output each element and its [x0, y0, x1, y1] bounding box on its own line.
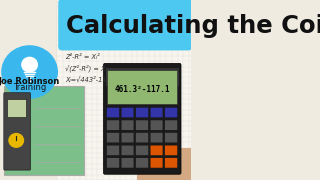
FancyBboxPatch shape [58, 0, 192, 50]
FancyBboxPatch shape [107, 133, 119, 143]
FancyBboxPatch shape [107, 120, 119, 130]
FancyBboxPatch shape [165, 107, 177, 118]
FancyBboxPatch shape [150, 133, 163, 143]
FancyBboxPatch shape [150, 120, 163, 130]
FancyBboxPatch shape [107, 107, 119, 118]
Text: Calculating the Coil 1: Calculating the Coil 1 [66, 14, 320, 38]
FancyBboxPatch shape [121, 120, 134, 130]
FancyBboxPatch shape [121, 133, 134, 143]
FancyBboxPatch shape [103, 63, 181, 174]
FancyBboxPatch shape [57, 0, 191, 180]
Circle shape [2, 46, 57, 98]
FancyBboxPatch shape [136, 120, 148, 130]
FancyBboxPatch shape [136, 107, 148, 118]
FancyBboxPatch shape [150, 107, 163, 118]
FancyBboxPatch shape [136, 158, 148, 168]
Text: Z²-R² = Xₗ²
√(Z²-R²) = Xₗ
Xₗ=√443²-117²: Z²-R² = Xₗ² √(Z²-R²) = Xₗ Xₗ=√443²-117² [65, 54, 113, 83]
Text: 461.3²-117.1: 461.3²-117.1 [115, 85, 170, 94]
FancyBboxPatch shape [136, 133, 148, 143]
FancyBboxPatch shape [106, 68, 179, 86]
FancyBboxPatch shape [165, 120, 177, 130]
FancyBboxPatch shape [150, 158, 163, 168]
FancyBboxPatch shape [165, 158, 177, 168]
FancyBboxPatch shape [121, 107, 134, 118]
FancyBboxPatch shape [4, 86, 84, 175]
Circle shape [9, 134, 23, 147]
Circle shape [22, 57, 37, 72]
FancyBboxPatch shape [138, 148, 191, 180]
FancyBboxPatch shape [136, 145, 148, 155]
FancyBboxPatch shape [7, 99, 26, 117]
FancyBboxPatch shape [107, 145, 119, 155]
FancyBboxPatch shape [4, 93, 30, 170]
FancyBboxPatch shape [121, 158, 134, 168]
FancyBboxPatch shape [165, 145, 177, 155]
FancyBboxPatch shape [121, 145, 134, 155]
FancyBboxPatch shape [108, 70, 177, 104]
Text: Joe Robinson: Joe Robinson [0, 77, 60, 86]
Text: Training: Training [13, 83, 46, 92]
FancyBboxPatch shape [150, 145, 163, 155]
FancyBboxPatch shape [107, 158, 119, 168]
FancyBboxPatch shape [165, 133, 177, 143]
